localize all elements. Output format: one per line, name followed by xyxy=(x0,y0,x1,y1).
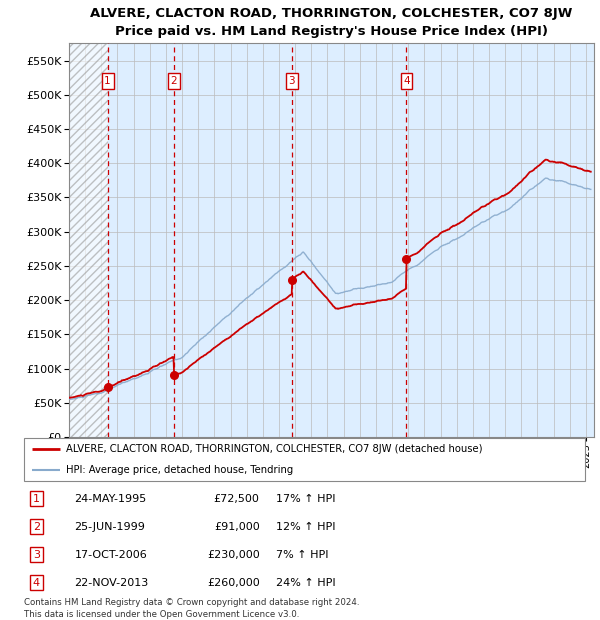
Text: 2: 2 xyxy=(33,521,40,531)
Text: 24-MAY-1995: 24-MAY-1995 xyxy=(74,494,147,503)
Text: £72,500: £72,500 xyxy=(214,494,260,503)
Text: 3: 3 xyxy=(33,549,40,560)
Text: 7% ↑ HPI: 7% ↑ HPI xyxy=(277,549,329,560)
Text: 4: 4 xyxy=(403,76,410,86)
Text: 2: 2 xyxy=(170,76,177,86)
Text: 17-OCT-2006: 17-OCT-2006 xyxy=(74,549,147,560)
Text: 25-JUN-1999: 25-JUN-1999 xyxy=(74,521,145,531)
Text: £260,000: £260,000 xyxy=(207,578,260,588)
Text: HPI: Average price, detached house, Tendring: HPI: Average price, detached house, Tend… xyxy=(66,464,293,474)
Text: 24% ↑ HPI: 24% ↑ HPI xyxy=(277,578,336,588)
Text: 1: 1 xyxy=(33,494,40,503)
Title: ALVERE, CLACTON ROAD, THORRINGTON, COLCHESTER, CO7 8JW
Price paid vs. HM Land Re: ALVERE, CLACTON ROAD, THORRINGTON, COLCH… xyxy=(91,7,572,38)
Text: 1: 1 xyxy=(104,76,111,86)
FancyBboxPatch shape xyxy=(24,438,585,480)
Text: £91,000: £91,000 xyxy=(214,521,260,531)
Text: £230,000: £230,000 xyxy=(207,549,260,560)
Text: 22-NOV-2013: 22-NOV-2013 xyxy=(74,578,149,588)
Text: 17% ↑ HPI: 17% ↑ HPI xyxy=(277,494,336,503)
Text: 3: 3 xyxy=(289,76,295,86)
Text: ALVERE, CLACTON ROAD, THORRINGTON, COLCHESTER, CO7 8JW (detached house): ALVERE, CLACTON ROAD, THORRINGTON, COLCH… xyxy=(66,445,482,454)
Text: 4: 4 xyxy=(33,578,40,588)
Text: Contains HM Land Registry data © Crown copyright and database right 2024.
This d: Contains HM Land Registry data © Crown c… xyxy=(24,598,359,619)
Text: 12% ↑ HPI: 12% ↑ HPI xyxy=(277,521,336,531)
Bar xyxy=(69,43,107,437)
